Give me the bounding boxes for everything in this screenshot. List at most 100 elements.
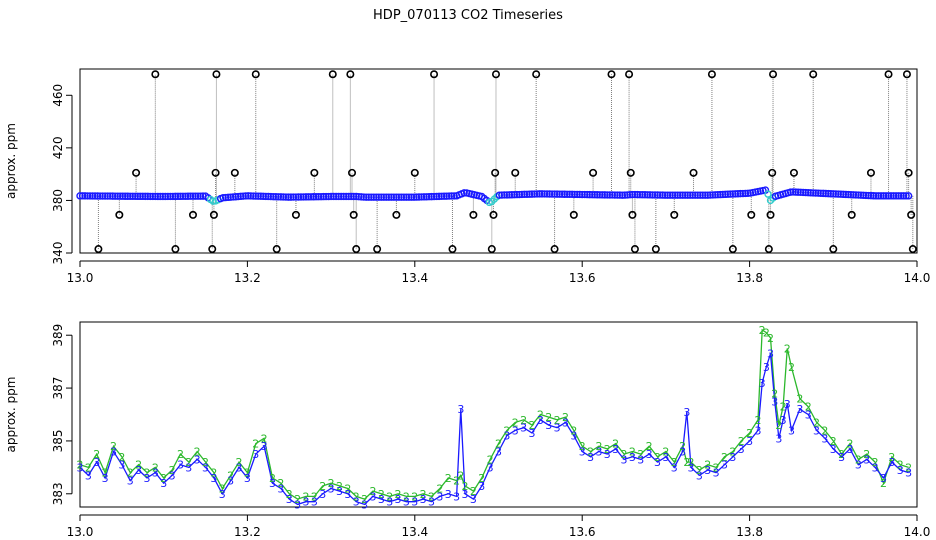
baseline-point — [355, 192, 363, 201]
series-3-point-label: 3 — [805, 409, 812, 422]
series-3-point-label: 3 — [462, 488, 469, 501]
series-2-point-label: 2 — [759, 324, 766, 337]
baseline-point — [618, 191, 627, 199]
series-2-line — [79, 328, 909, 500]
baseline-point — [274, 193, 283, 201]
series-3-point-label: 3 — [269, 477, 276, 490]
series-3-point-label: 3 — [143, 472, 150, 485]
series-3-point-label: 3 — [771, 395, 778, 408]
baseline-point — [372, 193, 380, 201]
baseline-point — [427, 192, 436, 201]
series-3-point-label: 3 — [470, 493, 477, 506]
baseline-point — [159, 192, 167, 201]
baseline-point — [510, 190, 519, 199]
series-2-point-label: 2 — [286, 488, 293, 501]
series-2-point-label: 2 — [784, 342, 791, 355]
baseline-point — [309, 193, 318, 201]
baseline-point — [116, 192, 124, 200]
baseline-point — [392, 193, 401, 201]
baseline-point — [578, 190, 586, 199]
series-3-point-label: 3 — [587, 451, 594, 464]
baseline-point — [611, 191, 619, 199]
baseline-point — [688, 191, 697, 199]
spike-point — [628, 210, 637, 219]
baseline-point — [899, 192, 908, 200]
series-2-point-label: 2 — [763, 327, 770, 340]
baseline-point — [641, 191, 649, 199]
baseline-point — [103, 192, 112, 200]
series-3-point-label: 3 — [436, 490, 443, 503]
series-2-point-label: 2 — [169, 464, 176, 477]
series-3-point-label: 3 — [537, 414, 544, 427]
baseline-point — [365, 193, 373, 201]
baseline-point — [581, 190, 589, 199]
series-3-point-label: 3 — [286, 493, 293, 506]
series-2-point-label: 2 — [319, 480, 326, 493]
series-3-point-label: 3 — [545, 419, 552, 432]
baseline-point — [176, 192, 185, 201]
baseline-point — [304, 193, 313, 201]
series-3-point-label: 3 — [457, 403, 464, 416]
spike-point — [348, 168, 357, 177]
baseline-point — [668, 191, 677, 199]
baseline-point — [859, 191, 868, 199]
baseline-point — [221, 193, 230, 202]
baseline-point — [696, 191, 704, 199]
baseline-point — [319, 192, 328, 201]
series-2-point-label: 2 — [654, 451, 661, 464]
baseline-point — [360, 193, 368, 201]
series-3-point-label: 3 — [252, 448, 259, 461]
baseline-point — [294, 193, 303, 201]
series-3-point-label: 3 — [767, 348, 774, 361]
series-2-point-label: 2 — [495, 438, 502, 451]
spike-point — [607, 70, 616, 79]
baseline-point — [586, 190, 594, 199]
baseline-point — [884, 192, 893, 200]
spike-point — [866, 168, 875, 177]
baseline-point — [653, 191, 662, 199]
baseline-point — [736, 189, 745, 198]
series-3-point-label: 3 — [746, 435, 753, 448]
series-3-point-label: 3 — [579, 446, 586, 459]
series-3-point-label: 3 — [77, 461, 84, 474]
baseline-point — [432, 192, 441, 201]
spike-point — [747, 210, 756, 219]
baseline-point — [297, 193, 305, 201]
baseline-point — [106, 192, 114, 200]
top-panel-frame — [79, 68, 918, 254]
baseline-point — [515, 190, 524, 199]
series-2-point-label: 2 — [662, 446, 669, 459]
series-3-point-label: 3 — [570, 430, 577, 443]
baseline-point — [894, 192, 903, 200]
series-2-point-label: 2 — [704, 459, 711, 472]
baseline-point — [108, 192, 117, 200]
bottom-panel-y-tick-label: 387 — [51, 377, 65, 400]
baseline-point — [437, 192, 446, 201]
series-2-point-label: 2 — [261, 432, 268, 445]
spike-point — [272, 245, 281, 254]
series-3-point-label: 3 — [177, 459, 184, 472]
series-2-point-label: 2 — [595, 440, 602, 453]
series-3-point-label: 3 — [830, 443, 837, 456]
baseline-point — [839, 190, 848, 199]
series-3-point-label: 3 — [775, 432, 782, 445]
baseline-point — [596, 191, 604, 199]
series-2-point-label: 2 — [830, 435, 837, 448]
baseline-point — [678, 191, 687, 199]
series-2-point-label: 2 — [160, 472, 167, 485]
spike-point — [550, 245, 559, 254]
baseline-point — [410, 193, 418, 201]
top-panel-x-tick-label: 13.8 — [736, 271, 763, 285]
series-2-point-label: 2 — [512, 416, 519, 429]
baseline-point — [869, 192, 878, 200]
baseline-point — [224, 193, 232, 202]
series-3-point-label: 3 — [93, 456, 100, 469]
bottom-panel-x-tick-label: 13.0 — [67, 525, 94, 539]
baseline-point — [344, 192, 353, 201]
baseline-point — [528, 190, 536, 198]
baseline-point — [699, 191, 707, 199]
series-3-point-label: 3 — [562, 416, 569, 429]
series-2-point-label: 2 — [336, 480, 343, 493]
baseline-point — [575, 190, 584, 199]
series-2-point-label: 2 — [688, 456, 695, 469]
